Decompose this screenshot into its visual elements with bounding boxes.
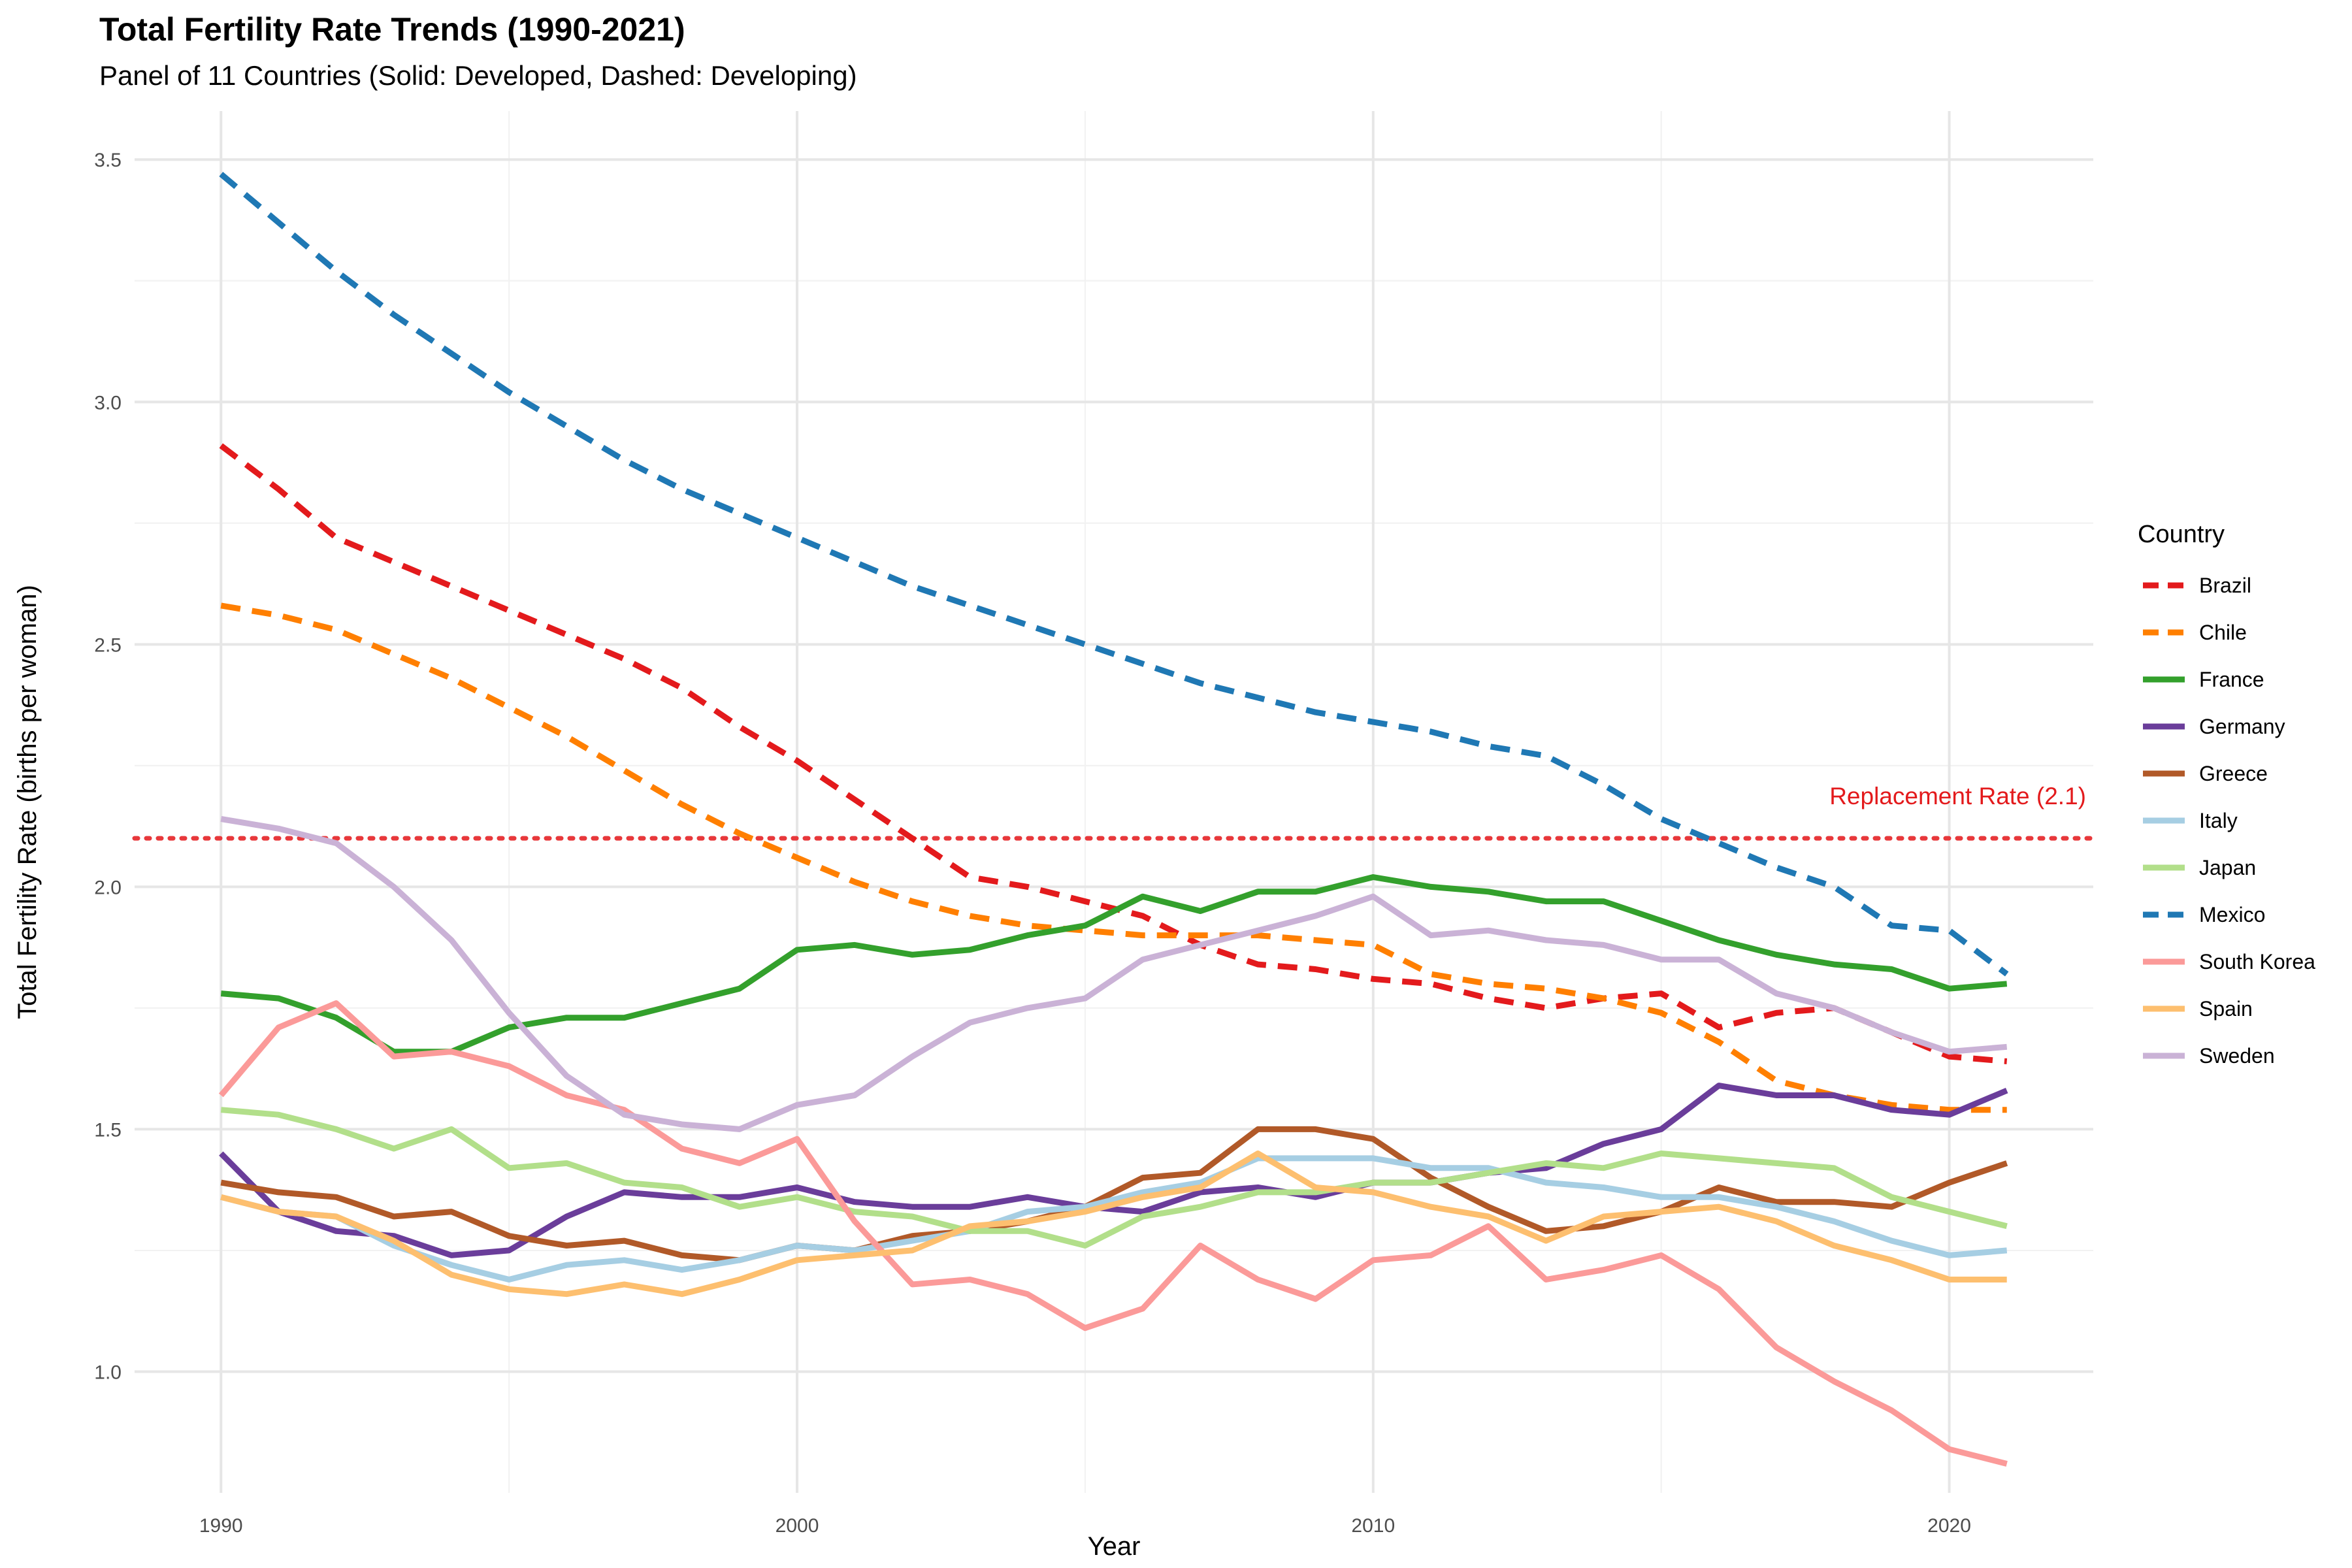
legend-item-spain[interactable]: Spain (2143, 997, 2253, 1021)
legend-label: Sweden (2199, 1044, 2275, 1068)
legend-label: Italy (2199, 809, 2238, 832)
chart-title: Total Fertility Rate Trends (1990-2021) (99, 11, 685, 48)
legend-item-italy[interactable]: Italy (2143, 809, 2238, 832)
series-line-italy[interactable] (220, 1155, 2008, 1282)
y-tick-label: 2.0 (94, 877, 122, 898)
x-tick-label: 2010 (1351, 1515, 1395, 1537)
legend-item-south-korea[interactable]: South Korea (2143, 950, 2315, 973)
legend-item-brazil[interactable]: Brazil (2143, 574, 2251, 597)
y-tick-label: 2.5 (94, 634, 122, 656)
legend-item-sweden[interactable]: Sweden (2143, 1044, 2275, 1068)
series-line-germany[interactable] (219, 1083, 2008, 1258)
series-line-south-korea[interactable] (218, 1000, 2008, 1467)
legend-label: Brazil (2199, 574, 2251, 597)
y-tick-label: 3.5 (94, 150, 122, 171)
legend-item-mexico[interactable]: Mexico (2143, 903, 2265, 926)
series-line-chile[interactable] (220, 602, 2007, 1113)
y-tick-label: 3.0 (94, 392, 122, 414)
series-line-france[interactable] (220, 874, 2008, 1055)
legend-item-chile[interactable]: Chile (2143, 621, 2247, 644)
grid-lines (135, 111, 2093, 1493)
legend-item-germany[interactable]: Germany (2143, 715, 2285, 738)
legend-label: Japan (2199, 856, 2256, 879)
series-line-mexico[interactable] (219, 172, 2009, 977)
series-line-greece[interactable] (220, 1126, 2008, 1264)
legend-item-france[interactable]: France (2143, 668, 2264, 691)
legend-label: South Korea (2199, 950, 2315, 973)
replacement-rate-line: Replacement Rate (2.1) (132, 783, 2096, 841)
x-tick-label: 2000 (776, 1515, 819, 1537)
x-tick-label: 2020 (1927, 1515, 1971, 1537)
x-axis-label: Year (1088, 1532, 1141, 1561)
replacement-rate-label: Replacement Rate (2.1) (1829, 783, 2086, 809)
y-axis-label: Total Fertility Rate (births per woman) (13, 585, 42, 1019)
y-tick-label: 1.5 (94, 1119, 122, 1141)
legend-label: Spain (2199, 997, 2253, 1021)
legend-label: Germany (2199, 715, 2285, 738)
y-tick-label: 1.0 (94, 1362, 122, 1383)
legend-item-japan[interactable]: Japan (2143, 856, 2256, 879)
series-lines (218, 172, 2009, 1467)
legend-label: Chile (2199, 621, 2247, 644)
legend-label: France (2199, 668, 2264, 691)
chart-subtitle: Panel of 11 Countries (Solid: Developed,… (99, 60, 857, 91)
x-tick-label: 1990 (199, 1515, 243, 1537)
legend[interactable]: Country Brazil Chile France Germany Greece Ita… (2138, 521, 2315, 1068)
series-line-sweden[interactable] (220, 816, 2008, 1132)
legend-label: Mexico (2199, 903, 2265, 926)
series-line-japan[interactable] (220, 1107, 2008, 1249)
axes: 1990 2000 2010 2020 1.0 1.5 2.0 2.5 3.0 3.5 Year To… (13, 150, 1971, 1561)
legend-title: Country (2138, 521, 2225, 548)
legend-item-greece[interactable]: Greece (2143, 762, 2268, 785)
series-line-spain[interactable] (220, 1151, 2007, 1298)
legend-label: Greece (2199, 762, 2268, 785)
